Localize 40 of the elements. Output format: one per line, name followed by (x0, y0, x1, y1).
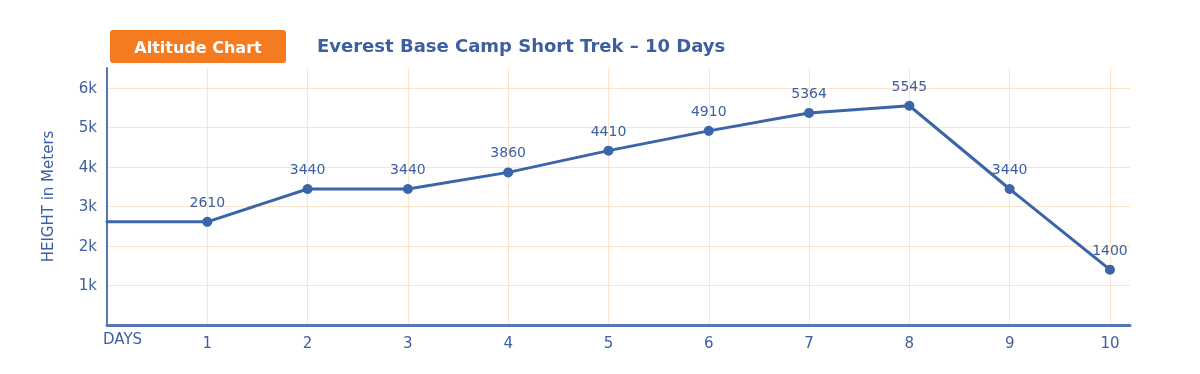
data-label: 3440 (991, 160, 1028, 177)
x-tick-label: 7 (804, 333, 814, 352)
point (703, 125, 714, 136)
x-tick-label: 2 (302, 333, 313, 352)
x-tick-label: 4 (503, 333, 513, 352)
x-tick-label: 9 (1004, 333, 1015, 352)
x-tick-label: 10 (1100, 333, 1120, 352)
x-axis-title: DAYS (103, 329, 143, 348)
chart-title: Altitude Chart (134, 37, 263, 57)
point (1004, 183, 1015, 194)
point (1104, 264, 1115, 275)
point (302, 183, 313, 194)
data-label: 2610 (189, 193, 226, 210)
point (202, 216, 213, 227)
data-label: 3440 (289, 160, 326, 177)
data-label: 5545 (891, 77, 928, 94)
point (503, 167, 514, 178)
data-label: 3440 (390, 160, 426, 177)
point (804, 107, 815, 118)
y-tick-label: 6k (78, 78, 98, 97)
data-label: 1400 (1092, 241, 1128, 258)
chart-subtitle: Everest Base Camp Short Trek – 10 Days (317, 34, 726, 56)
point (402, 183, 413, 194)
y-tick-label: 3k (78, 197, 98, 216)
y-tick-label: 5k (78, 118, 98, 137)
x-tick-label: 8 (904, 333, 915, 352)
x-tick-label: 6 (703, 333, 714, 352)
data-label: 5364 (791, 84, 827, 101)
x-tick-label: 5 (603, 333, 614, 352)
y-axis-title: HEIGHT in Meters (38, 130, 57, 263)
x-tick-label: 1 (202, 333, 213, 352)
y-tick-label: 4k (78, 157, 98, 176)
data-label: 4410 (590, 122, 627, 139)
data-label: 3860 (490, 144, 526, 161)
point (603, 145, 614, 156)
y-tick-label: 1k (78, 276, 98, 295)
point (904, 100, 915, 111)
y-tick-label: 2k (78, 236, 98, 255)
data-label: 4910 (690, 102, 727, 119)
x-tick-label: 3 (403, 333, 413, 352)
